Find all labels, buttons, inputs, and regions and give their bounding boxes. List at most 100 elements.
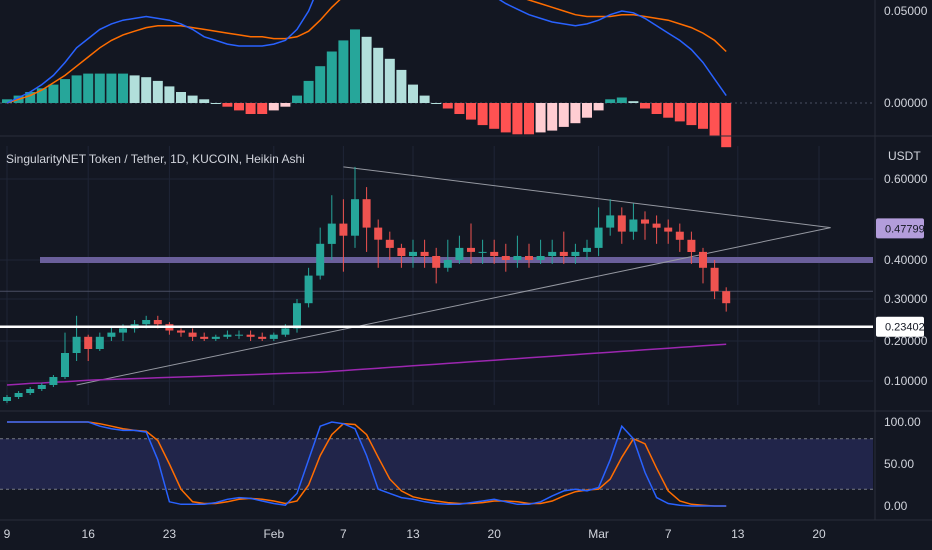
instrument-title: SingularityNET Token / Tether, 1D, KUCOI… (6, 152, 305, 166)
candle-up (3, 397, 11, 401)
candle-down (177, 330, 185, 333)
candle-down (617, 215, 626, 232)
macd-tick-label: 0.05000 (884, 4, 928, 18)
macd-histogram-bar (686, 103, 697, 126)
stoch-d-line (7, 421, 727, 507)
candle-up (107, 332, 116, 337)
candle-down (200, 336, 209, 339)
candle-up (293, 303, 301, 329)
macd-histogram-bar (292, 95, 302, 103)
macd-histogram-bar (48, 84, 59, 103)
macd-histogram-bar (2, 99, 12, 103)
time-axis[interactable]: 9 16 23 Feb 7 13 20 Mar 7 13 20 (4, 527, 826, 541)
stoch-band (0, 438, 873, 490)
candle-up (26, 389, 35, 393)
price-axis-tags: 0.47799 0.23402 (876, 218, 925, 337)
candle-down (339, 223, 348, 236)
candle-down (675, 231, 684, 240)
macd-histogram-bar (396, 69, 407, 103)
macd-histogram-bar (257, 103, 268, 114)
candle-down (374, 227, 383, 240)
macd-histogram-bar (454, 103, 465, 114)
candle-up (119, 328, 127, 333)
macd-histogram-bar (222, 103, 233, 107)
macd-histogram-bar (350, 29, 360, 103)
candle-down (559, 251, 568, 256)
macd-histogram-bar (106, 73, 117, 103)
macd-histogram-bar (466, 103, 476, 120)
price-tick-label: 0.30000 (884, 292, 928, 306)
candle-up (443, 260, 452, 268)
candle-up (235, 334, 243, 336)
macd-histogram-bar (187, 95, 198, 103)
macd-histogram-bar (547, 103, 558, 131)
macd-histogram-bar (489, 103, 500, 129)
macd-histogram-bar (176, 92, 186, 103)
candle-up (37, 385, 46, 389)
stoch-tick-label: 100.00 (884, 415, 921, 429)
macd-histogram-bar (268, 103, 279, 111)
macd-histogram-bar (326, 51, 337, 103)
macd-histogram-bar (628, 101, 639, 103)
candle-down (501, 256, 510, 260)
candle-up (536, 256, 545, 260)
macd-histogram-bar (129, 75, 140, 103)
macd-histogram-bar (315, 66, 326, 103)
price-pane[interactable]: SingularityNET Token / Tether, 1D, KUCOI… (0, 146, 928, 405)
macd-histogram-bar (118, 73, 128, 103)
candle-up (316, 243, 325, 276)
macd-histogram-bar (164, 86, 175, 103)
macd-histogram-bar (524, 103, 534, 135)
macd-histogram-bar (477, 103, 488, 126)
candle-up (223, 334, 232, 337)
macd-histogram-bar (419, 95, 430, 103)
macd-histogram-bar (558, 103, 569, 127)
price-tick-label: 0.10000 (884, 374, 928, 388)
time-label: 23 (163, 527, 177, 541)
candle-down (467, 247, 475, 252)
macd-histogram-bar (199, 99, 210, 103)
candle-up (14, 393, 23, 397)
macd-histogram-bar (442, 103, 453, 109)
candle-up (629, 219, 638, 232)
candle-up (281, 328, 290, 335)
macd-histogram-bar (384, 58, 395, 103)
candle-down (652, 223, 661, 228)
price-tag-label: 0.47799 (885, 223, 925, 235)
macd-histogram-bar (36, 88, 47, 103)
candle-down (362, 199, 371, 228)
currency-label: USDT (888, 149, 921, 163)
time-label: 7 (665, 527, 672, 541)
macd-histogram-bar (152, 80, 163, 103)
stochastic-rsi-pane[interactable]: 100.00 50.00 0.00 (0, 415, 921, 513)
time-label: 13 (731, 527, 745, 541)
stoch-axis-ticks: 100.00 50.00 0.00 (884, 415, 921, 513)
candle-up (269, 334, 278, 339)
price-tag (876, 218, 924, 239)
time-label: 9 (4, 527, 11, 541)
price-tick-label: 0.20000 (884, 334, 928, 348)
macd-histogram-bar (535, 103, 546, 133)
candle-up (142, 320, 151, 325)
macd-histogram-bar (25, 92, 36, 103)
candle-down (385, 239, 394, 248)
macd-histogram-bar (593, 103, 604, 111)
macd-histogram-bar (338, 40, 349, 103)
candle-down (420, 251, 429, 256)
time-label: Mar (588, 527, 609, 541)
macd-tick-label: 0.00000 (884, 96, 928, 110)
stoch-k-line (7, 421, 727, 507)
candle-down (84, 336, 93, 349)
candle-down (432, 256, 441, 268)
price-tick-label: 0.60000 (884, 172, 928, 186)
candle-up (594, 227, 603, 248)
candle-up (61, 353, 69, 377)
candle-up (72, 336, 81, 353)
macd-histogram-bar (210, 103, 221, 104)
macd-line (6, 0, 727, 104)
macd-histogram-bar (640, 103, 650, 109)
candle-down (246, 334, 255, 337)
